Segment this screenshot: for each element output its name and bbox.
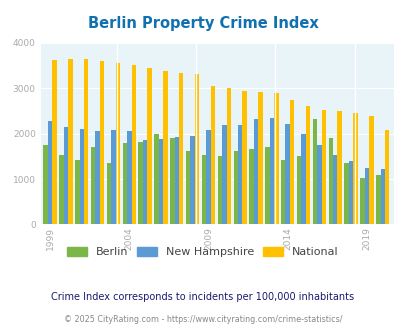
Bar [115, 63, 120, 224]
Bar [210, 85, 215, 224]
Bar [107, 163, 111, 224]
Legend: Berlin, New Hampshire, National: Berlin, New Hampshire, National [62, 243, 343, 262]
Bar [321, 110, 325, 224]
Bar [258, 92, 262, 224]
Bar [305, 106, 309, 224]
Bar [343, 163, 348, 224]
Bar [253, 119, 258, 224]
Text: Berlin Property Crime Index: Berlin Property Crime Index [87, 16, 318, 31]
Bar [368, 116, 373, 224]
Bar [328, 138, 332, 224]
Bar [242, 90, 246, 224]
Bar [194, 74, 199, 224]
Bar [43, 145, 48, 224]
Bar [352, 113, 357, 224]
Bar [264, 147, 269, 224]
Text: Crime Index corresponds to incidents per 100,000 inhabitants: Crime Index corresponds to incidents per… [51, 292, 354, 302]
Bar [237, 124, 242, 224]
Bar [64, 127, 68, 224]
Bar [233, 151, 237, 224]
Bar [179, 73, 183, 224]
Bar [95, 131, 100, 224]
Bar [217, 156, 222, 224]
Bar [158, 139, 163, 224]
Bar [364, 168, 368, 224]
Bar [273, 93, 278, 224]
Bar [131, 65, 136, 224]
Bar [59, 155, 64, 224]
Bar [312, 119, 316, 224]
Bar [384, 130, 388, 224]
Bar [206, 130, 210, 224]
Bar [301, 134, 305, 224]
Bar [359, 178, 364, 224]
Text: © 2025 CityRating.com - https://www.cityrating.com/crime-statistics/: © 2025 CityRating.com - https://www.city… [64, 315, 341, 324]
Bar [280, 160, 285, 224]
Bar [48, 121, 52, 224]
Bar [289, 100, 294, 224]
Bar [348, 161, 352, 224]
Bar [170, 138, 174, 224]
Bar [163, 71, 167, 224]
Bar [269, 118, 273, 224]
Bar [337, 111, 341, 224]
Bar [138, 142, 143, 224]
Bar [143, 140, 147, 224]
Bar [332, 154, 337, 224]
Bar [100, 61, 104, 224]
Bar [375, 175, 379, 224]
Bar [91, 147, 95, 224]
Bar [122, 143, 127, 224]
Bar [249, 149, 253, 224]
Bar [285, 124, 289, 224]
Bar [185, 151, 190, 224]
Bar [52, 60, 57, 224]
Bar [84, 59, 88, 224]
Bar [316, 145, 321, 224]
Bar [296, 156, 301, 224]
Bar [127, 131, 131, 224]
Bar [154, 134, 158, 224]
Bar [111, 130, 115, 224]
Bar [379, 169, 384, 224]
Bar [222, 125, 226, 224]
Bar [174, 137, 179, 224]
Bar [75, 160, 79, 224]
Bar [68, 59, 72, 224]
Bar [190, 136, 194, 224]
Bar [226, 88, 230, 224]
Bar [201, 155, 206, 224]
Bar [147, 68, 151, 224]
Bar [79, 129, 84, 224]
